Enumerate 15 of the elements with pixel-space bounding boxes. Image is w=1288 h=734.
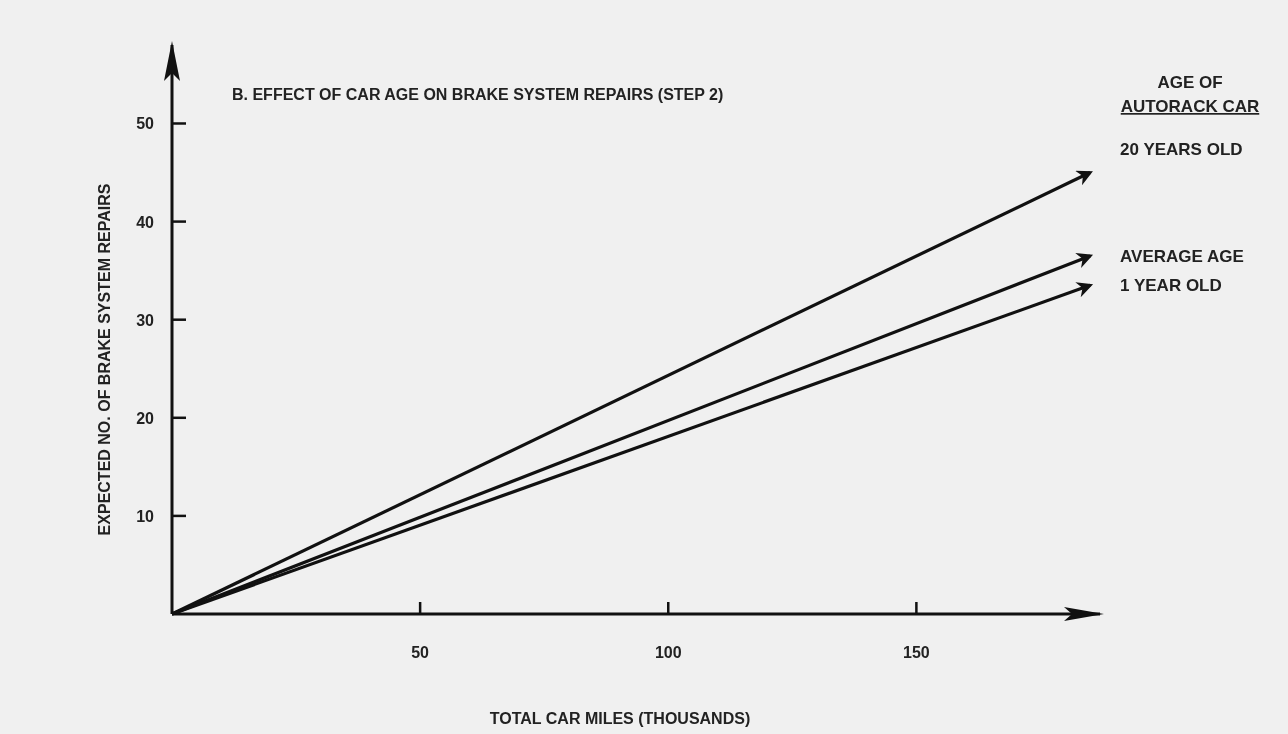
series-label: 20 YEARS OLD [1120, 139, 1243, 159]
y-tick-label: 10 [136, 507, 155, 525]
y-axis-title: EXPECTED NO. OF BRAKE SYSTEM REPAIRS [96, 183, 113, 536]
y-tick-label: 50 [136, 115, 155, 133]
text: B. EFFECT OF CAR AGE ON BRAKE SYSTEM REPAIRS (STEP 2) [232, 86, 724, 103]
x-axis-title: TOTAL CAR MILES (THOUSANDS) [489, 710, 751, 727]
x-tick-label: 150 [903, 644, 930, 661]
y-tick-label: 40 [136, 213, 155, 231]
y-tick-label: 20 [136, 409, 155, 427]
legend-title: AGE OF AUTORACK CAR [1120, 73, 1260, 116]
x-tick-label: 100 [654, 644, 682, 661]
series-label: 1 YEAR OLD [1120, 276, 1222, 296]
series-label: AVERAGE AGE [1120, 246, 1244, 266]
y-tick-label: 30 [136, 311, 155, 329]
x-tick-label: 50 [411, 644, 430, 661]
